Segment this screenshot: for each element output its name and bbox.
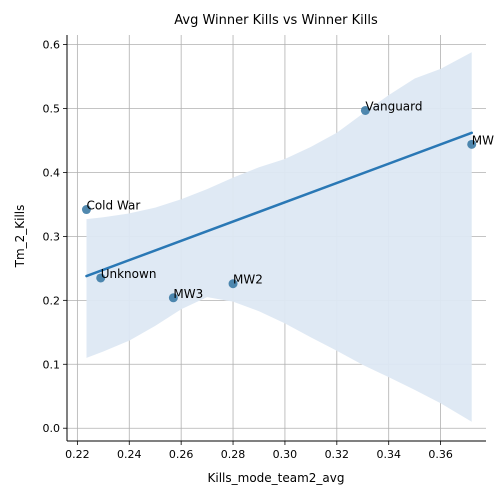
x-tick-label: 0.34 xyxy=(376,448,401,461)
confidence-band xyxy=(86,52,472,422)
data-points xyxy=(81,105,477,303)
point-label: Cold War xyxy=(86,199,140,213)
x-tick-label: 0.24 xyxy=(117,448,142,461)
x-tick-label: 0.36 xyxy=(428,448,453,461)
y-axis-label: Tm_2_Kills xyxy=(13,205,27,269)
y-tick-label: 0.5 xyxy=(43,103,61,116)
point-label: MW2 xyxy=(233,273,263,287)
point-labels: Cold War Unknown MW3 MW2 Vanguard MW xyxy=(86,99,494,300)
data-point xyxy=(228,279,238,289)
y-tick-label: 0.1 xyxy=(43,358,61,371)
y-tick-label: 0.0 xyxy=(43,422,61,435)
x-tick-label: 0.26 xyxy=(169,448,194,461)
x-axis-ticks: 0.22 0.24 0.26 0.28 0.30 0.32 0.34 0.36 xyxy=(65,441,453,461)
chart-title: Avg Winner Kills vs Winner Kills xyxy=(174,13,378,28)
point-label: Vanguard xyxy=(365,99,422,113)
y-tick-label: 0.3 xyxy=(43,230,61,243)
x-axis-label: Kills_mode_team2_avg xyxy=(208,471,345,485)
confidence-band-layer xyxy=(86,52,472,422)
point-label: Unknown xyxy=(101,267,157,281)
data-point xyxy=(81,205,91,215)
x-tick-label: 0.28 xyxy=(221,448,246,461)
data-point xyxy=(360,105,370,115)
data-point xyxy=(168,293,178,303)
x-tick-label: 0.32 xyxy=(325,448,350,461)
data-point xyxy=(467,139,477,149)
y-axis-ticks: 0.0 0.1 0.2 0.3 0.4 0.5 0.6 xyxy=(43,39,67,435)
regression-line xyxy=(85,131,473,278)
x-tick-label: 0.30 xyxy=(273,448,298,461)
regression-line-layer xyxy=(85,131,473,278)
y-tick-label: 0.6 xyxy=(43,39,61,52)
data-point xyxy=(96,273,106,283)
axes xyxy=(66,35,486,442)
y-tick-label: 0.2 xyxy=(43,294,61,307)
point-label: MW xyxy=(472,133,494,147)
point-label: MW3 xyxy=(173,287,203,301)
y-tick-label: 0.4 xyxy=(43,166,61,179)
x-tick-label: 0.22 xyxy=(65,448,90,461)
